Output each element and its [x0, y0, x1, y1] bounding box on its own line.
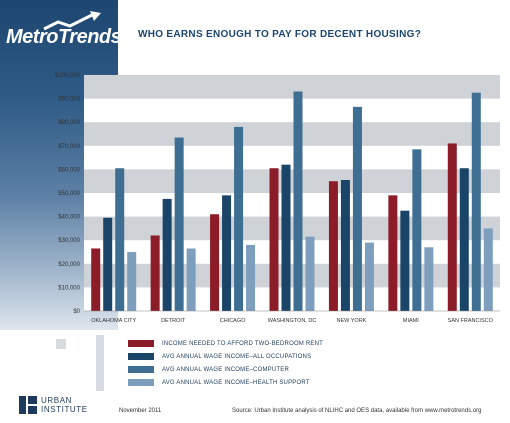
grid-band	[84, 169, 500, 193]
metrotrends-logo: MetroTrends	[6, 9, 122, 53]
bar	[234, 126, 244, 311]
bar	[127, 252, 137, 311]
bar	[162, 198, 172, 311]
bar	[400, 210, 410, 311]
org-line1: URBAN	[41, 396, 73, 405]
legend-item: AVG ANNUAL WAGE INCOME–COMPUTER	[128, 363, 323, 376]
org-name: URBAN INSTITUTE	[41, 396, 88, 414]
bar	[222, 195, 232, 311]
grid-band	[84, 216, 500, 241]
y-tick-label: $60,000	[58, 167, 80, 173]
bar	[459, 168, 469, 311]
x-tick-label: SAN FRANCISCO	[448, 318, 494, 324]
logo-text: MetroTrends	[6, 26, 122, 48]
legend-item: INCOME NEEDED TO AFFORD TWO-BEDROOM RENT	[128, 337, 323, 350]
bar	[115, 168, 125, 311]
decorative-block	[96, 335, 104, 391]
bar-chart: $0 $10,000 $20,000 $30,000 $40,000 $50,000 $60…	[55, 73, 500, 324]
org-line2: INSTITUTE	[41, 405, 88, 414]
bar	[340, 180, 350, 311]
bar	[210, 214, 220, 311]
footer-source: Source: Urban Institute analysis of NLIH…	[232, 408, 482, 414]
x-tick-label: OKLAHOMA CITY	[91, 318, 136, 324]
legend-swatch	[128, 379, 154, 386]
urban-institute-mark-icon	[19, 396, 37, 414]
legend-item: AVG ANNUAL WAGE INCOME–ALL OCCUPATIONS	[128, 350, 323, 363]
bar	[186, 248, 196, 311]
grid-band	[84, 263, 500, 288]
legend-label: AVG ANNUAL WAGE INCOME–COMPUTER	[162, 366, 289, 373]
bar	[483, 228, 493, 311]
bar	[424, 247, 434, 311]
x-tick-label: NEW YORK	[336, 318, 366, 324]
trend-arrow-icon	[43, 11, 101, 31]
bar	[447, 143, 457, 311]
y-tick-label: $10,000	[58, 285, 80, 291]
decorative-block	[56, 339, 66, 349]
grid-band	[84, 75, 500, 99]
x-tick-label: CHICAGO	[220, 318, 246, 324]
y-tick-label: $0	[73, 309, 80, 315]
bar	[281, 164, 291, 311]
y-tick-label: $80,000	[58, 120, 80, 126]
bar	[305, 236, 315, 311]
x-tick-label: WASHINGTON, DC	[268, 318, 317, 324]
bar	[174, 137, 184, 311]
bar	[150, 235, 160, 311]
page-title: WHO EARNS ENOUGH TO PAY FOR DECENT HOUSI…	[138, 29, 422, 40]
y-tick-label: $50,000	[58, 191, 80, 197]
x-tick-label: DETROIT	[161, 318, 186, 324]
bar	[246, 244, 256, 311]
y-tick-label: $100,000	[55, 73, 81, 79]
bar	[91, 248, 101, 311]
chart-legend: INCOME NEEDED TO AFFORD TWO-BEDROOM RENT…	[128, 337, 323, 389]
legend-label: AVG ANNUAL WAGE INCOME–ALL OCCUPATIONS	[162, 353, 312, 360]
y-tick-label: $90,000	[58, 97, 80, 103]
y-tick-label: $70,000	[58, 144, 80, 150]
legend-swatch	[128, 340, 154, 347]
y-tick-label: $20,000	[58, 262, 80, 268]
bar	[293, 91, 303, 312]
bar	[269, 168, 279, 311]
x-tick-label: MIAMI	[403, 318, 419, 324]
chart-panel: $0 $10,000 $20,000 $30,000 $40,000 $50,000 $60…	[55, 73, 500, 324]
grid-band	[84, 122, 500, 146]
bar	[471, 92, 481, 311]
bar	[352, 106, 362, 311]
legend-swatch	[128, 353, 154, 360]
bar	[364, 242, 374, 311]
legend-item: AVG ANNUAL WAGE INCOME–HEALTH SUPPORT	[128, 376, 323, 389]
bar	[412, 149, 422, 311]
y-tick-label: $30,000	[58, 238, 80, 244]
footer-date: November 2011	[119, 408, 162, 414]
bar	[103, 217, 113, 311]
bar	[388, 195, 398, 311]
urban-institute-logo: URBAN INSTITUTE	[19, 396, 88, 414]
legend-swatch	[128, 366, 154, 373]
y-tick-label: $40,000	[58, 215, 80, 221]
bar	[328, 181, 338, 311]
legend-label: AVG ANNUAL WAGE INCOME–HEALTH SUPPORT	[162, 379, 310, 386]
legend-label: INCOME NEEDED TO AFFORD TWO-BEDROOM RENT	[162, 340, 324, 347]
